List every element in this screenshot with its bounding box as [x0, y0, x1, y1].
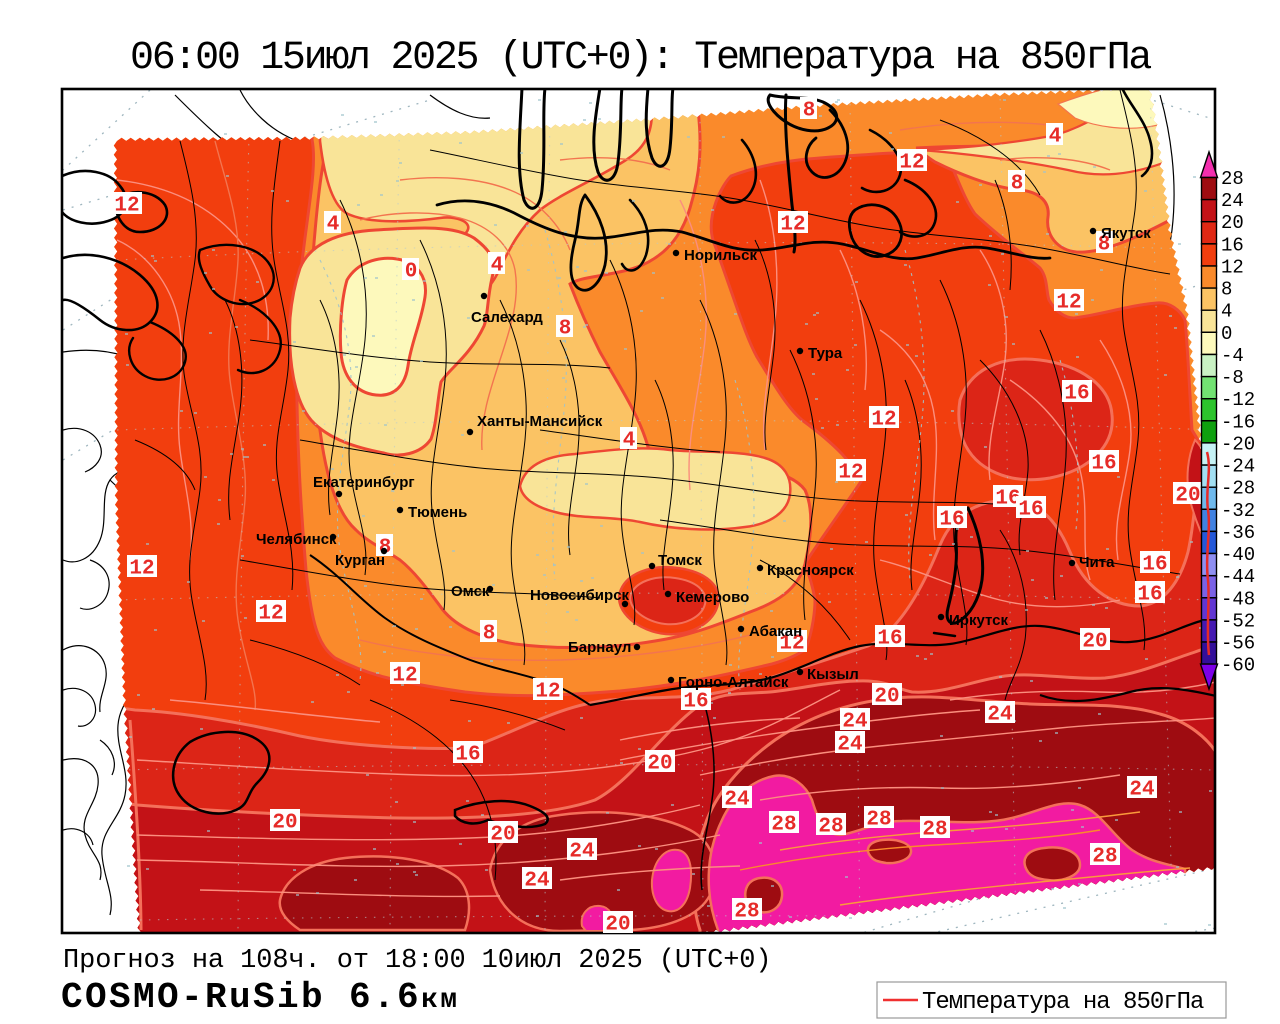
svg-text:-8: -8 [1221, 367, 1244, 389]
svg-text:16: 16 [877, 628, 902, 651]
svg-text:Якутск: Якутск [1101, 225, 1151, 242]
svg-text:4: 4 [327, 214, 340, 237]
svg-text:16: 16 [1221, 234, 1244, 256]
svg-text:Екатеринбург: Екатеринбург [313, 474, 415, 491]
svg-text:4: 4 [491, 255, 504, 278]
svg-text:-44: -44 [1221, 566, 1255, 588]
svg-text:Горно-Алтайск: Горно-Алтайск [678, 674, 789, 691]
svg-text:12: 12 [1221, 257, 1244, 279]
svg-text:16: 16 [1018, 499, 1043, 522]
svg-text:COSMO-RuSib 6.6км: COSMO-RuSib 6.6км [61, 977, 459, 1018]
svg-text:24: 24 [1221, 190, 1244, 212]
svg-text:24: 24 [724, 789, 749, 812]
svg-text:24: 24 [569, 841, 594, 864]
svg-text:20: 20 [874, 686, 899, 709]
svg-text:-40: -40 [1221, 544, 1255, 566]
svg-text:4: 4 [1221, 301, 1232, 323]
svg-text:Абакан: Абакан [749, 623, 802, 640]
svg-text:-32: -32 [1221, 500, 1255, 522]
svg-text:28: 28 [866, 809, 891, 832]
svg-text:Омск: Омск [451, 583, 490, 600]
svg-text:20: 20 [1221, 212, 1244, 234]
svg-text:Тура: Тура [808, 345, 843, 362]
svg-text:16: 16 [683, 691, 708, 714]
svg-text:Новосибирск: Новосибирск [530, 587, 630, 604]
svg-text:20: 20 [605, 914, 630, 937]
svg-text:-12: -12 [1221, 389, 1255, 411]
svg-text:16: 16 [939, 509, 964, 532]
svg-text:Чита: Чита [1079, 554, 1115, 571]
svg-text:16: 16 [1137, 584, 1162, 607]
svg-text:24: 24 [987, 704, 1012, 727]
svg-text:-60: -60 [1221, 655, 1255, 677]
svg-text:12: 12 [114, 195, 139, 218]
svg-text:28: 28 [1092, 846, 1117, 869]
svg-text:16: 16 [1091, 453, 1116, 476]
svg-text:12: 12 [129, 558, 154, 581]
svg-text:-4: -4 [1221, 345, 1244, 367]
svg-text:20: 20 [1175, 485, 1200, 508]
svg-text:Прогноз на 108ч. от 18:00 10ию: Прогноз на 108ч. от 18:00 10июл 2025 (UT… [63, 946, 772, 976]
svg-text:Температура на 850гПа: Температура на 850гПа [922, 989, 1204, 1016]
svg-text:12: 12 [258, 603, 283, 626]
svg-text:4: 4 [623, 430, 636, 453]
svg-text:12: 12 [780, 214, 805, 237]
svg-text:28: 28 [771, 814, 796, 837]
svg-text:16: 16 [995, 488, 1020, 511]
svg-text:-56: -56 [1221, 633, 1255, 655]
svg-text:Томск: Томск [658, 552, 702, 569]
svg-text:-16: -16 [1221, 411, 1255, 433]
svg-text:20: 20 [490, 824, 515, 847]
svg-text:12: 12 [899, 152, 924, 175]
svg-text:28: 28 [1221, 168, 1244, 190]
svg-text:16: 16 [1064, 383, 1089, 406]
svg-text:8: 8 [1011, 173, 1024, 196]
svg-text:12: 12 [779, 633, 804, 656]
svg-text:20: 20 [1082, 631, 1107, 654]
svg-text:Иркутск: Иркутск [949, 612, 1008, 629]
svg-text:12: 12 [871, 409, 896, 432]
svg-text:Кемерово: Кемерово [676, 589, 749, 606]
svg-text:24: 24 [842, 711, 867, 734]
svg-text:06:00 15июл 2025 (UTC+0): Темп: 06:00 15июл 2025 (UTC+0): Температура на… [130, 36, 1151, 81]
svg-text:8: 8 [803, 100, 816, 123]
svg-text:0: 0 [405, 261, 418, 284]
svg-text:20: 20 [647, 753, 672, 776]
svg-text:Курган: Курган [335, 552, 385, 569]
svg-text:8: 8 [483, 623, 496, 646]
svg-text:24: 24 [1129, 779, 1154, 802]
svg-text:20: 20 [272, 812, 297, 835]
svg-text:Салехард: Салехард [471, 309, 543, 326]
svg-text:16: 16 [455, 744, 480, 767]
svg-text:-24: -24 [1221, 456, 1255, 478]
svg-text:-20: -20 [1221, 433, 1255, 455]
svg-text:24: 24 [837, 734, 862, 757]
svg-text:Ханты-Мансийск: Ханты-Мансийск [477, 413, 603, 430]
svg-text:28: 28 [734, 901, 759, 924]
svg-text:Кызыл: Кызыл [807, 666, 859, 683]
svg-text:Барнаул: Барнаул [568, 639, 631, 656]
svg-text:12: 12 [392, 665, 417, 688]
svg-text:Красноярск: Красноярск [767, 562, 854, 579]
svg-text:12: 12 [1056, 292, 1081, 315]
svg-text:Норильск: Норильск [684, 247, 757, 264]
svg-text:-52: -52 [1221, 610, 1255, 632]
svg-text:0: 0 [1221, 323, 1232, 345]
svg-text:-36: -36 [1221, 522, 1255, 544]
svg-text:Тюмень: Тюмень [408, 504, 467, 521]
svg-text:Челябинск: Челябинск [256, 531, 337, 548]
svg-text:8: 8 [1098, 234, 1111, 257]
svg-text:12: 12 [535, 681, 560, 704]
svg-text:24: 24 [524, 870, 549, 893]
svg-text:8: 8 [1221, 279, 1232, 301]
svg-text:-48: -48 [1221, 588, 1255, 610]
svg-text:8: 8 [559, 318, 572, 341]
svg-text:12: 12 [838, 462, 863, 485]
svg-text:-28: -28 [1221, 478, 1255, 500]
svg-text:28: 28 [922, 819, 947, 842]
svg-text:16: 16 [1142, 554, 1167, 577]
svg-text:28: 28 [818, 816, 843, 839]
svg-text:4: 4 [1049, 126, 1062, 149]
